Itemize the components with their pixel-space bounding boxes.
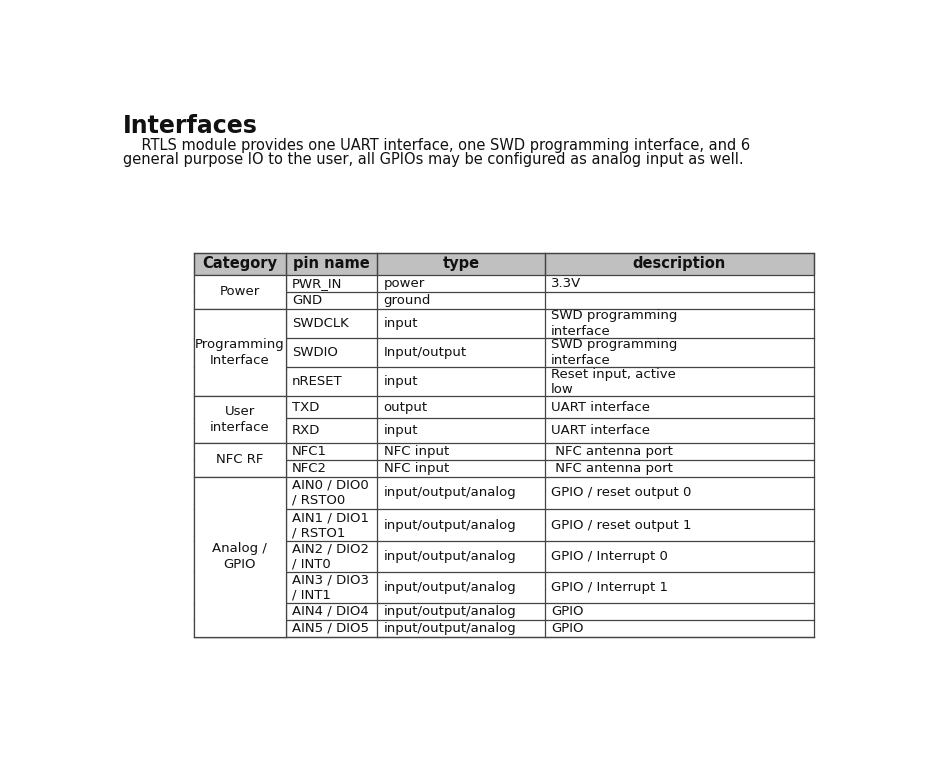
Text: GPIO / reset output 1: GPIO / reset output 1 (551, 518, 692, 531)
Text: input/output/analog: input/output/analog (384, 604, 517, 618)
Text: User
interface: User interface (209, 405, 270, 434)
Text: input: input (384, 317, 418, 330)
Text: input/output/analog: input/output/analog (384, 581, 517, 594)
Text: SWD programming
interface: SWD programming interface (551, 338, 678, 367)
Text: Category: Category (202, 257, 277, 271)
Text: GPIO / reset output 0: GPIO / reset output 0 (551, 486, 692, 499)
Text: type: type (442, 257, 479, 271)
Text: GPIO: GPIO (551, 604, 584, 618)
Text: input/output/analog: input/output/analog (384, 550, 517, 563)
Bar (194, 460, 814, 477)
Text: NFC RF: NFC RF (216, 453, 263, 466)
Bar (194, 509, 814, 541)
Text: PWR_IN: PWR_IN (291, 277, 343, 290)
Text: 3.3V: 3.3V (551, 277, 581, 290)
Bar (194, 477, 286, 637)
Text: NFC input: NFC input (384, 444, 449, 458)
Text: NFC antenna port: NFC antenna port (551, 444, 673, 458)
Text: UART interface: UART interface (551, 401, 650, 414)
Text: input: input (384, 424, 418, 437)
Text: Input/output: Input/output (384, 346, 466, 359)
Bar (194, 275, 286, 308)
Text: AIN1 / DIO1
/ RSTO1: AIN1 / DIO1 / RSTO1 (291, 511, 369, 539)
Bar (194, 253, 814, 275)
Bar (194, 367, 814, 397)
Text: input: input (384, 375, 418, 388)
Text: AIN4 / DIO4: AIN4 / DIO4 (291, 604, 369, 618)
Text: pin name: pin name (293, 257, 370, 271)
Bar (194, 291, 814, 308)
Bar (194, 275, 814, 291)
Text: Programming
Interface: Programming Interface (195, 338, 285, 367)
Text: SWDIO: SWDIO (291, 346, 338, 359)
Text: UART interface: UART interface (551, 424, 650, 437)
Bar (194, 572, 814, 603)
Text: NFC input: NFC input (384, 461, 449, 474)
Text: AIN3 / DIO3
/ INT1: AIN3 / DIO3 / INT1 (291, 574, 369, 601)
Text: SWD programming
interface: SWD programming interface (551, 309, 678, 338)
Text: output: output (384, 401, 427, 414)
Text: GND: GND (291, 294, 322, 307)
Text: RXD: RXD (291, 424, 320, 437)
Text: general purpose IO to the user, all GPIOs may be configured as analog input as w: general purpose IO to the user, all GPIO… (123, 152, 743, 168)
Bar (194, 477, 814, 509)
Text: NFC1: NFC1 (291, 444, 327, 458)
Bar (194, 397, 286, 443)
Bar (194, 308, 814, 338)
Bar (194, 308, 286, 397)
Text: ground: ground (384, 294, 431, 307)
Bar (194, 397, 814, 418)
Text: input/output/analog: input/output/analog (384, 621, 517, 634)
Text: description: description (633, 257, 726, 271)
Text: TXD: TXD (291, 401, 319, 414)
Text: Reset input, active
low: Reset input, active low (551, 368, 676, 396)
Bar (194, 418, 814, 443)
Text: Analog /
GPIO: Analog / GPIO (212, 542, 267, 571)
Bar (194, 620, 814, 637)
Text: AIN5 / DIO5: AIN5 / DIO5 (291, 621, 369, 634)
Text: power: power (384, 277, 425, 290)
Text: input/output/analog: input/output/analog (384, 518, 517, 531)
Bar (194, 541, 814, 572)
Text: AIN0 / DIO0
/ RSTO0: AIN0 / DIO0 / RSTO0 (291, 478, 369, 507)
Text: NFC2: NFC2 (291, 461, 327, 474)
Text: AIN2 / DIO2
/ INT0: AIN2 / DIO2 / INT0 (291, 543, 369, 571)
Bar (194, 443, 814, 460)
Bar (194, 443, 286, 477)
Text: RTLS module provides one UART interface, one SWD programming interface, and 6: RTLS module provides one UART interface,… (123, 138, 749, 154)
Bar (194, 603, 814, 620)
Text: GPIO / Interrupt 1: GPIO / Interrupt 1 (551, 581, 668, 594)
Text: SWDCLK: SWDCLK (291, 317, 348, 330)
Text: input/output/analog: input/output/analog (384, 486, 517, 499)
Text: GPIO: GPIO (551, 621, 584, 634)
Text: Power: Power (220, 285, 260, 298)
Text: GPIO / Interrupt 0: GPIO / Interrupt 0 (551, 550, 668, 563)
Text: Interfaces: Interfaces (123, 114, 258, 138)
Text: NFC antenna port: NFC antenna port (551, 461, 673, 474)
Bar (194, 338, 814, 367)
Text: nRESET: nRESET (291, 375, 343, 388)
